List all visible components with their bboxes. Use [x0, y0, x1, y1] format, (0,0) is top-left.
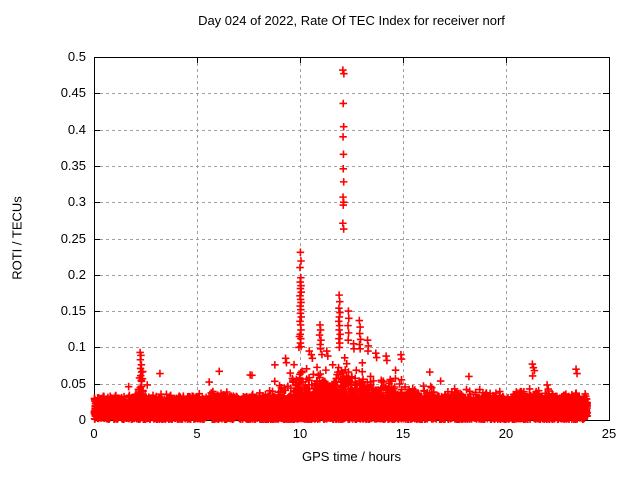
y-tick-label: 0 — [78, 412, 86, 427]
y-tick-label: 0.1 — [67, 339, 86, 355]
y-tick-label: 0.05 — [60, 375, 86, 391]
x-tick-label: 15 — [395, 426, 411, 441]
y-tick-label: 0.35 — [60, 157, 86, 173]
x-tick-label: 20 — [498, 426, 514, 441]
y-tick-label: 0.5 — [67, 49, 86, 64]
x-axis-label: GPS time / hours — [302, 449, 401, 464]
x-tick-label: 0 — [90, 426, 98, 441]
chart-title: Day 024 of 2022, Rate Of TEC Index for r… — [198, 13, 505, 28]
y-tick-label: 0.4 — [67, 121, 86, 137]
x-tick-label: 10 — [292, 426, 308, 441]
y-tick-label: 0.3 — [67, 194, 86, 210]
y-tick-label: 0.15 — [60, 303, 86, 319]
y-tick-label: 0.25 — [60, 230, 86, 246]
x-tick-label: 25 — [601, 426, 617, 441]
y-tick-label: 0.2 — [67, 266, 86, 282]
y-tick-label: 0.45 — [60, 85, 86, 101]
x-tick-label: 5 — [193, 426, 201, 441]
